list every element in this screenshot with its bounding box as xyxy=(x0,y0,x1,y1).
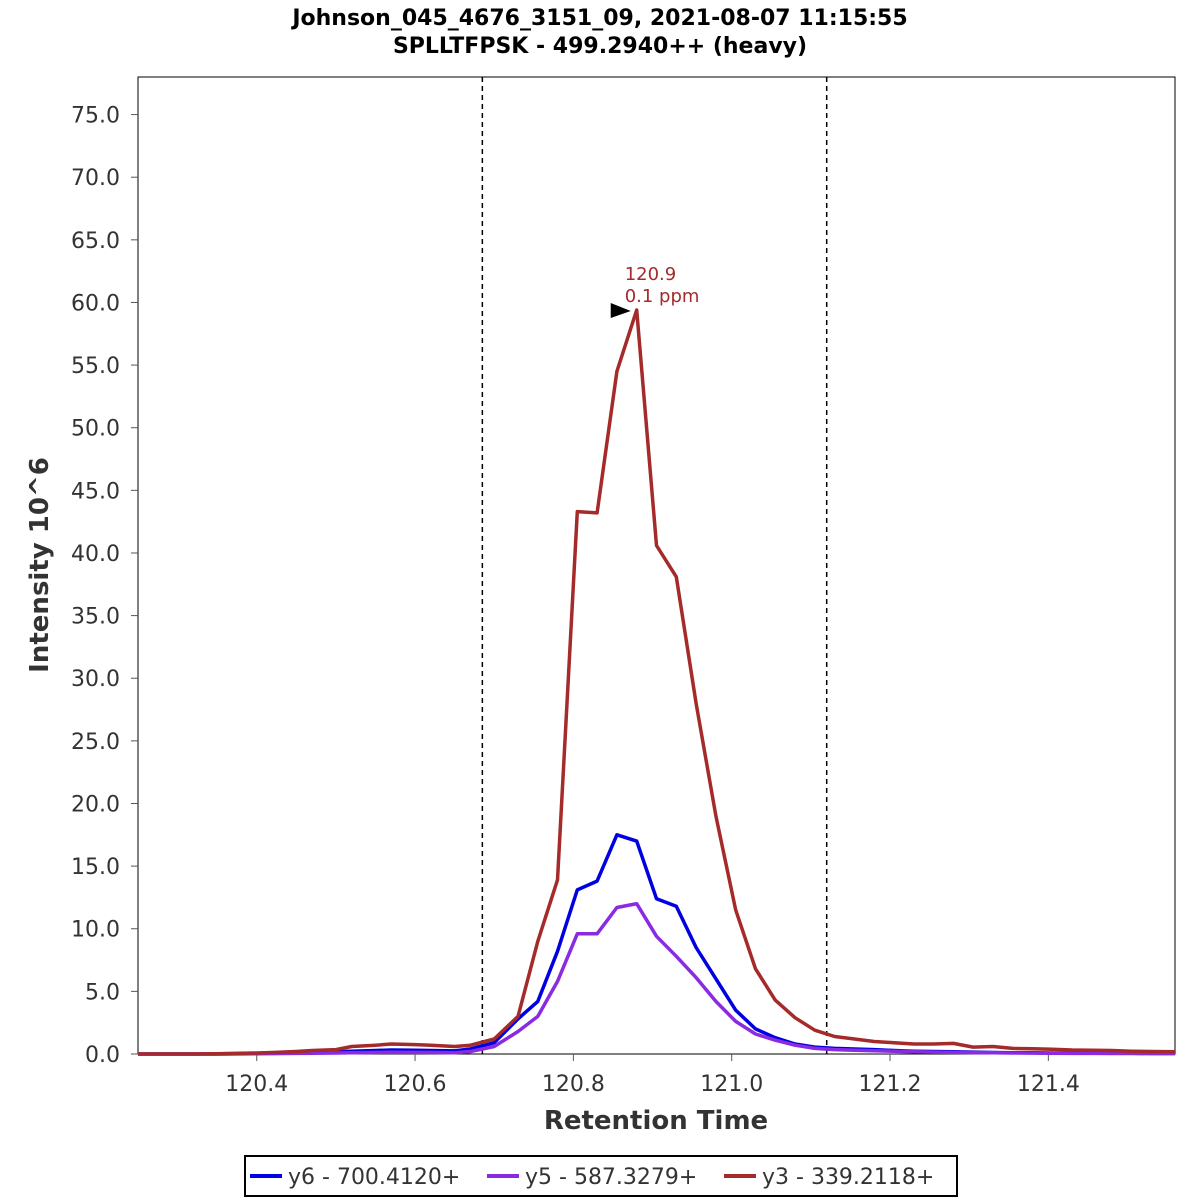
legend-box xyxy=(244,1155,958,1197)
legend-label-y3: y3 - 339.2118+ xyxy=(762,1165,934,1190)
plot-frame xyxy=(137,76,1176,1055)
y-tick-label: 10.0 xyxy=(71,918,120,943)
y-tick-label: 70.0 xyxy=(71,166,120,191)
peak-annotation-ppm: 0.1 ppm xyxy=(625,286,700,307)
legend: y6 - 700.4120+ y5 - 587.3279+ y3 - 339.211… xyxy=(244,1155,958,1197)
x-tick-label: 120.6 xyxy=(384,1072,447,1097)
x-tick-label: 120.4 xyxy=(225,1072,288,1097)
y-tick-label: 15.0 xyxy=(71,855,120,880)
y-tick-label: 45.0 xyxy=(71,479,120,504)
legend-label-y6: y6 - 700.4120+ xyxy=(288,1165,460,1190)
x-tick-label: 121.0 xyxy=(700,1072,763,1097)
y-tick-label: 60.0 xyxy=(71,291,120,316)
y-tick-label: 55.0 xyxy=(71,354,120,379)
y-axis-label: Intensity 10^6 xyxy=(25,457,55,673)
y-tick-label: 35.0 xyxy=(71,605,120,630)
y-tick-label: 25.0 xyxy=(71,730,120,755)
legend-label-y5: y5 - 587.3279+ xyxy=(525,1165,697,1190)
x-tick-label: 121.4 xyxy=(1017,1072,1080,1097)
y-tick-label: 0.0 xyxy=(85,1043,120,1068)
x-tick-label: 120.8 xyxy=(542,1072,605,1097)
y-tick-label: 5.0 xyxy=(85,980,120,1005)
y-tick-label: 50.0 xyxy=(71,417,120,442)
peak-marker-arrow xyxy=(610,302,631,318)
y-tick-label: 75.0 xyxy=(71,104,120,129)
chart-title-line1: Johnson_045_4676_3151_09, 2021-08-07 11:… xyxy=(290,6,907,31)
y-tick-label: 20.0 xyxy=(71,792,120,817)
y-tick-label: 65.0 xyxy=(71,229,120,254)
plot-area: 0.0 5.0 10.0 15.0 20.0 25.0 30.0 35.0 40.0 45.0 50… xyxy=(71,76,1176,1097)
x-axis-label: Retention Time xyxy=(544,1106,768,1136)
peak-annotation-time: 120.9 xyxy=(625,264,677,285)
y-tick-label: 30.0 xyxy=(71,667,120,692)
series-line-y5 xyxy=(138,901,1175,1056)
chart-title-line2: SPLLTFPSK - 499.2940++ (heavy) xyxy=(393,34,807,59)
x-tick-label: 121.2 xyxy=(859,1072,922,1097)
y-tick-label: 40.0 xyxy=(71,542,120,567)
series-line-y3 xyxy=(138,308,1176,1056)
